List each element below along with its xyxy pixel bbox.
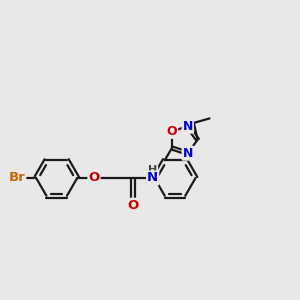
Text: O: O	[88, 172, 100, 184]
Text: N: N	[183, 120, 193, 133]
Text: O: O	[128, 199, 139, 212]
Text: Br: Br	[8, 172, 25, 184]
Text: O: O	[167, 125, 177, 138]
Text: N: N	[183, 147, 193, 160]
Text: H: H	[148, 165, 157, 175]
Text: N: N	[147, 172, 158, 184]
